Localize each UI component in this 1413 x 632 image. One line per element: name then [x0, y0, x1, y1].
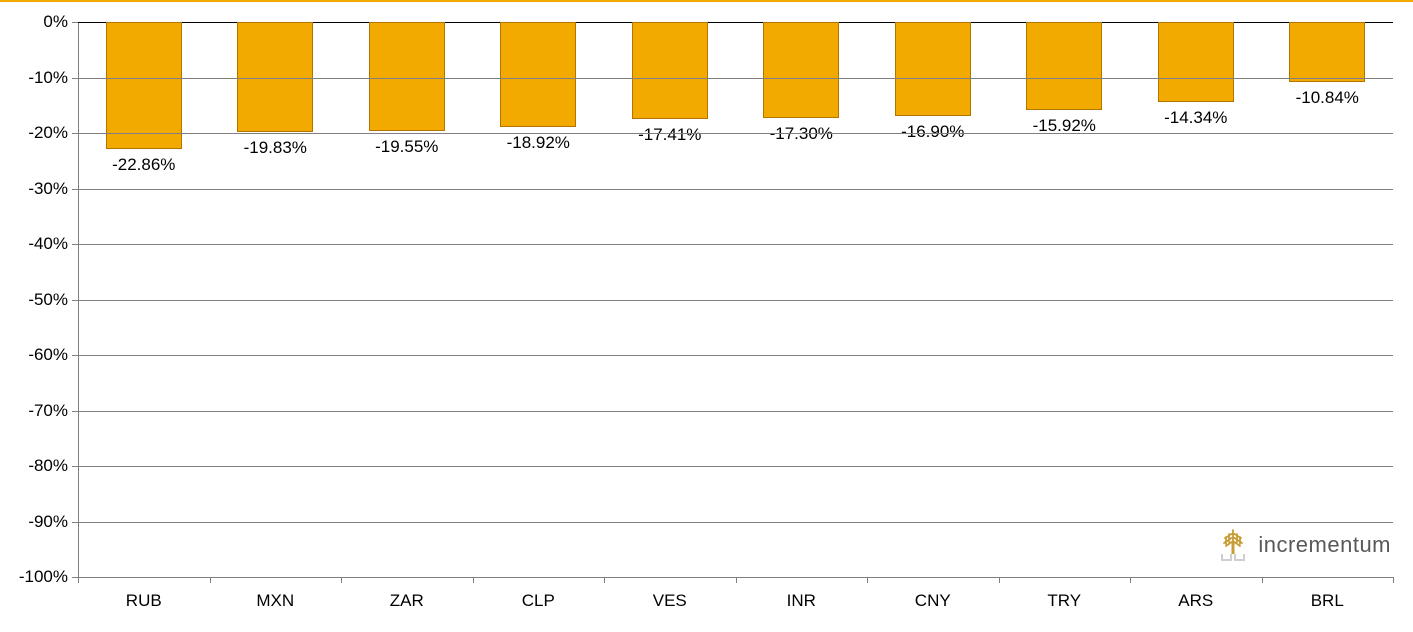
y-axis-label: -70%	[8, 401, 68, 421]
x-axis-label: CLP	[522, 591, 555, 611]
bar	[895, 22, 971, 116]
y-tick	[72, 78, 78, 79]
x-tick	[473, 577, 474, 583]
plot-area: -22.86% -19.83% -19.55% -18.92% -17.41% -17.3…	[78, 22, 1393, 577]
y-axis-label: -90%	[8, 512, 68, 532]
bar-value-label: -17.30%	[741, 124, 861, 144]
x-axis-label: VES	[653, 591, 687, 611]
gridline	[78, 244, 1393, 245]
y-tick	[72, 522, 78, 523]
x-tick	[210, 577, 211, 583]
y-tick	[72, 411, 78, 412]
bar	[1026, 22, 1102, 110]
y-axis-label: -20%	[8, 123, 68, 143]
x-axis-label: ZAR	[390, 591, 424, 611]
gridline	[78, 466, 1393, 467]
x-tick	[999, 577, 1000, 583]
x-tick	[604, 577, 605, 583]
bar-value-label: -10.84%	[1267, 88, 1387, 108]
gridline	[78, 300, 1393, 301]
x-axis-label: ARS	[1178, 591, 1213, 611]
x-tick	[341, 577, 342, 583]
y-tick	[72, 244, 78, 245]
bar-value-label: -22.86%	[84, 155, 204, 175]
y-tick	[72, 189, 78, 190]
bar	[763, 22, 839, 118]
x-tick	[1393, 577, 1394, 583]
brand-logo: incrementum	[1216, 528, 1391, 562]
bar	[632, 22, 708, 119]
y-axis-label: -100%	[8, 567, 68, 587]
bar	[106, 22, 182, 149]
x-tick	[78, 577, 79, 583]
brand-text: incrementum	[1258, 532, 1391, 558]
bar-value-label: -18.92%	[478, 133, 598, 153]
y-axis-label: -10%	[8, 68, 68, 88]
bar-value-label: -17.41%	[610, 125, 730, 145]
gridline	[78, 522, 1393, 523]
y-axis-label: -40%	[8, 234, 68, 254]
x-tick	[1262, 577, 1263, 583]
x-tick	[867, 577, 868, 583]
gridline	[78, 133, 1393, 134]
x-axis-label: RUB	[126, 591, 162, 611]
x-axis-label: MXN	[256, 591, 294, 611]
bar	[500, 22, 576, 127]
bar-value-label: -19.83%	[215, 138, 335, 158]
gridline	[78, 355, 1393, 356]
y-tick	[72, 355, 78, 356]
y-axis-label: -50%	[8, 290, 68, 310]
x-axis-label: BRL	[1311, 591, 1344, 611]
y-axis-label: 0%	[8, 12, 68, 32]
y-tick	[72, 300, 78, 301]
y-axis-label: -80%	[8, 456, 68, 476]
y-axis-label: -60%	[8, 345, 68, 365]
tree-icon	[1216, 528, 1250, 562]
gridline	[78, 411, 1393, 412]
bar-value-label: -14.34%	[1136, 108, 1256, 128]
bar	[369, 22, 445, 131]
bar-value-label: -19.55%	[347, 137, 467, 157]
bar	[1289, 22, 1365, 82]
y-tick	[72, 22, 78, 23]
y-tick	[72, 133, 78, 134]
x-axis-label: TRY	[1047, 591, 1081, 611]
chart-container: -22.86% -19.83% -19.55% -18.92% -17.41% -17.3…	[0, 0, 1413, 632]
bar	[1158, 22, 1234, 102]
y-tick	[72, 466, 78, 467]
gridline	[78, 189, 1393, 190]
bar-value-label: -16.90%	[873, 122, 993, 142]
x-axis-label: INR	[787, 591, 816, 611]
x-axis-label: CNY	[915, 591, 951, 611]
y-axis-label: -30%	[8, 179, 68, 199]
x-tick	[736, 577, 737, 583]
gridline	[78, 78, 1393, 79]
x-tick	[1130, 577, 1131, 583]
